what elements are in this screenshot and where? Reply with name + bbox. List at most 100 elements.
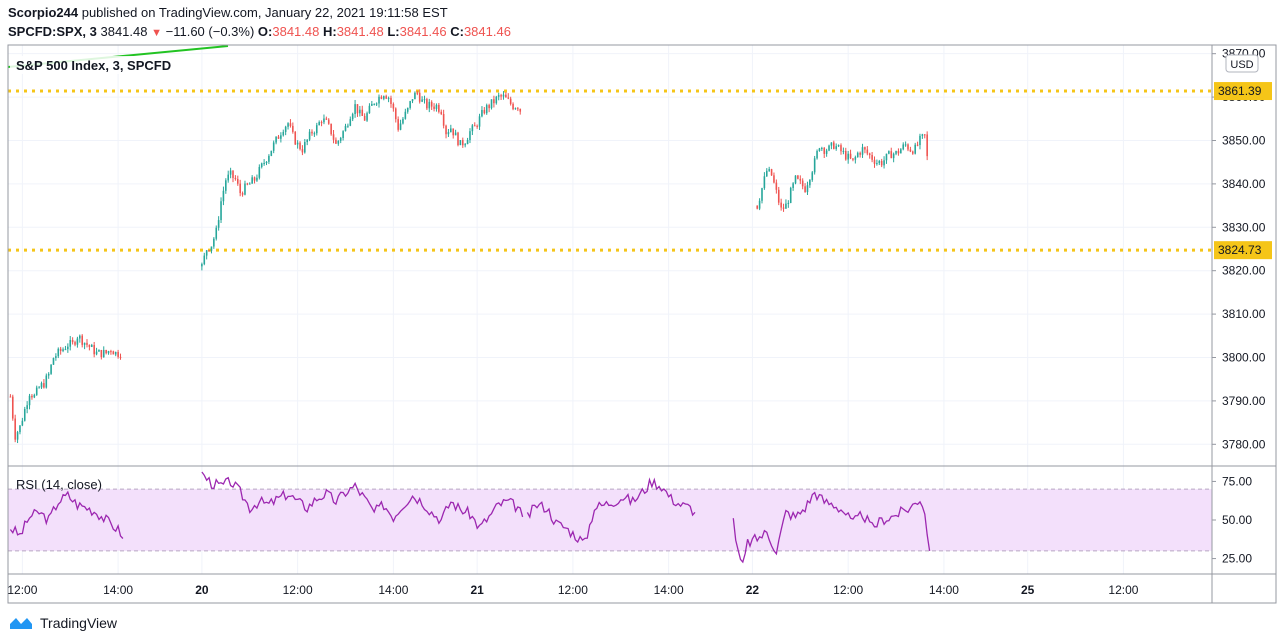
candle-body <box>265 161 268 163</box>
rsi-line <box>9 471 931 564</box>
rsi-label[interactable]: RSI (14, close) <box>16 477 102 492</box>
candle-body <box>507 97 510 99</box>
rsi-band <box>8 489 1212 551</box>
candle-body <box>236 179 239 184</box>
level-lines <box>8 89 1212 252</box>
candle-body <box>907 144 909 150</box>
currency-box[interactable] <box>1225 54 1259 73</box>
rsi-series-line <box>201 471 524 530</box>
time-tick-label: 12:00 <box>7 583 37 597</box>
candle-body <box>399 123 402 130</box>
price-tick-label: 3820.00 <box>1222 264 1266 278</box>
price-tick-label: 3810.00 <box>1222 307 1266 321</box>
time-tick-label: 20 <box>195 583 209 597</box>
candle-body <box>110 351 112 353</box>
candle-body <box>430 101 433 107</box>
candle-body <box>368 105 371 114</box>
candle-body <box>64 349 67 351</box>
last-price: 3841.48 <box>100 24 148 39</box>
candle-body <box>277 136 280 139</box>
candle-body <box>885 153 888 161</box>
candle-body <box>38 387 40 389</box>
grid <box>8 45 1212 574</box>
candle-body <box>232 170 234 178</box>
rsi-tick-label: 25.00 <box>1222 552 1252 566</box>
candle-body <box>828 145 830 151</box>
candle-body <box>287 123 289 127</box>
legend-label[interactable]: S&P 500 Index, 3, SPCFD <box>16 58 171 73</box>
candle-body <box>517 108 519 110</box>
candle-body <box>849 153 852 159</box>
candle-body <box>239 183 241 194</box>
candle-body <box>440 111 443 115</box>
rsi-axis[interactable]: 25.00 50.00 75.00 <box>1212 474 1252 566</box>
candle-body <box>280 135 282 139</box>
candle-body <box>227 174 230 181</box>
candle-body <box>813 158 816 173</box>
low-value: 3841.46 <box>399 24 447 39</box>
candle-body <box>926 134 928 157</box>
candle-body <box>268 155 270 162</box>
candle-body <box>222 190 225 202</box>
candle-body <box>866 149 869 154</box>
candle-body <box>304 142 306 153</box>
candle-body <box>14 418 16 440</box>
close-label: C: <box>450 24 464 39</box>
candle-body <box>363 115 366 121</box>
candle-body <box>380 96 383 99</box>
candle-body <box>770 169 773 176</box>
candle-body <box>311 131 313 134</box>
candle-body <box>892 153 895 159</box>
candle-body <box>284 126 287 132</box>
candle-body <box>888 151 890 154</box>
candle-body <box>260 163 263 167</box>
candle-body <box>43 383 45 388</box>
candle-body <box>911 151 914 154</box>
time-tick-label: 12:00 <box>1108 583 1138 597</box>
time-axis[interactable]: 12:00 14:00 20 12:00 14:00 21 12:00 14:00 22 12:0… <box>7 583 1138 597</box>
candle-body <box>390 97 392 104</box>
candle-body <box>485 105 488 114</box>
candle-body <box>383 96 385 99</box>
candle-body <box>213 238 215 247</box>
publisher-name[interactable]: Scorpio244 <box>8 5 79 20</box>
candle-body <box>342 131 344 138</box>
candle-body <box>409 101 411 108</box>
candle-body <box>258 166 261 178</box>
candle-body <box>62 349 64 352</box>
candle-body <box>79 335 81 339</box>
level-label: 3824.73 <box>1218 243 1262 257</box>
candle-body <box>792 183 794 188</box>
candle-body <box>318 122 320 126</box>
symbol-label[interactable]: SPCFD:SPX, 3 <box>8 24 97 39</box>
candle-body <box>821 147 823 149</box>
brand-name[interactable]: TradingView <box>40 615 118 631</box>
legend-bg <box>10 56 175 74</box>
candle-body <box>208 250 210 252</box>
candle-body <box>11 396 14 419</box>
candle-body <box>320 122 323 124</box>
candle-body <box>785 203 787 209</box>
level-labels: 3861.39 3824.73 <box>1214 82 1272 260</box>
candle-body <box>435 104 438 109</box>
tradingview-logo-icon <box>10 618 32 629</box>
candle-body <box>923 134 926 136</box>
candle-body <box>835 146 837 149</box>
candle-body <box>902 144 905 150</box>
candle-body <box>356 104 359 114</box>
candle-body <box>878 161 881 164</box>
candle-body <box>418 92 421 102</box>
candle-body <box>438 104 440 112</box>
candle-body <box>873 159 876 164</box>
candle-body <box>871 155 873 160</box>
candle-body <box>361 109 364 116</box>
candle-body <box>481 109 483 117</box>
candle-body <box>330 123 332 135</box>
candle-body <box>500 95 502 97</box>
symbol-info: SPCFD:SPX, 3 3841.48 ▼ −11.60 (−0.3%) O:… <box>8 24 511 39</box>
candle-body <box>229 170 232 175</box>
time-tick-label: 25 <box>1021 583 1035 597</box>
rsi-tick-label: 50.00 <box>1222 513 1252 527</box>
candle-body <box>98 349 100 352</box>
